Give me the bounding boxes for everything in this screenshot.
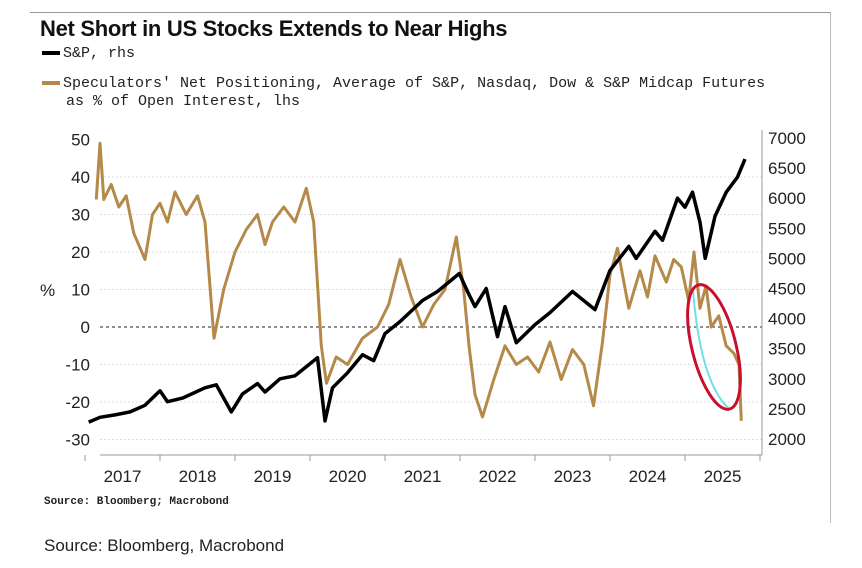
x-tick-label: 2020 [329, 467, 367, 486]
left-tick-label: 30 [71, 206, 90, 225]
left-tick-label: -30 [65, 431, 90, 450]
series-line-positioning [94, 141, 743, 421]
right-tick-label: 7000 [768, 129, 806, 148]
outer-source: Source: Bloomberg, Macrobond [44, 536, 285, 555]
legend-item-sp: S&P, rhs [42, 45, 135, 63]
right-tick-label: 5000 [768, 249, 806, 268]
inner-source: Source: Bloomberg; Macrobond [44, 496, 229, 508]
legend-swatch-gold [42, 81, 60, 86]
x-tick-label: 2021 [404, 467, 442, 486]
x-tick-label: 2025 [704, 467, 742, 486]
x-tick-label: 2023 [554, 467, 592, 486]
x-tick-label: 2018 [179, 467, 217, 486]
x-tick-label: 2019 [254, 467, 292, 486]
left-tick-label: 10 [71, 281, 90, 300]
legend-swatch-black [42, 51, 60, 56]
right-tick-label: 6500 [768, 159, 806, 178]
left-tick-label: -10 [65, 356, 90, 375]
right-tick-label: 3500 [768, 340, 806, 359]
legend-label: Speculators' Net Positioning, Average of… [63, 75, 766, 92]
right-tick-label: 5500 [768, 219, 806, 238]
right-tick-label: 6000 [768, 189, 806, 208]
legend-label-line2: as % of Open Interest, lhs [66, 93, 301, 110]
x-tick-label: 2022 [479, 467, 517, 486]
right-tick-label: 2000 [768, 430, 806, 449]
left-tick-label: -20 [65, 393, 90, 412]
series-line-sp [88, 158, 747, 424]
highlight-ellipse [686, 283, 742, 411]
left-tick-label: 40 [71, 168, 90, 187]
chart-title: Net Short in US Stocks Extends to Near H… [40, 16, 508, 41]
left-tick-label: 0 [81, 318, 90, 337]
legend-item-positioning: Speculators' Net Positioning, Average of… [42, 75, 765, 111]
right-tick-label: 4500 [768, 280, 806, 299]
left-tick-label: 20 [71, 243, 90, 262]
left-tick-label: 50 [71, 131, 90, 150]
chart-frame [30, 12, 831, 523]
highlight-edge [692, 289, 729, 409]
right-tick-label: 4000 [768, 310, 806, 329]
legend-label: S&P, rhs [63, 45, 136, 62]
left-axis-label: % [40, 281, 55, 300]
x-tick-label: 2024 [629, 467, 667, 486]
right-tick-label: 2500 [768, 400, 806, 419]
right-tick-label: 3000 [768, 370, 806, 389]
x-tick-label: 2017 [104, 467, 142, 486]
